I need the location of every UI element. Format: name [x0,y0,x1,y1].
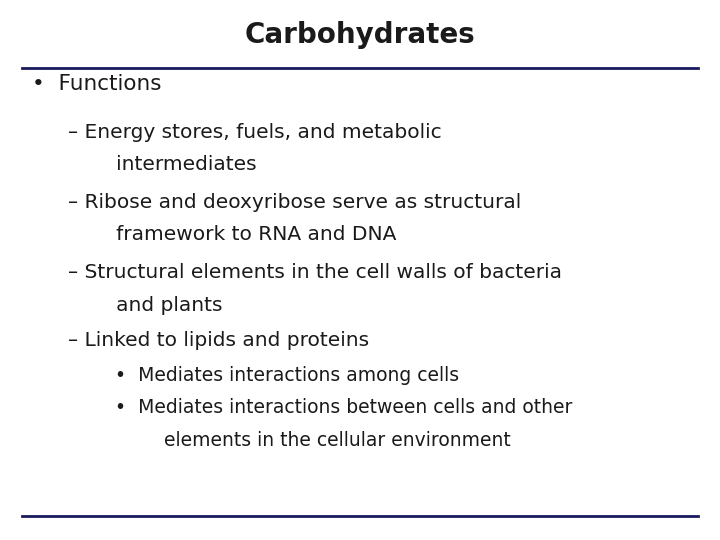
Text: elements in the cellular environment: elements in the cellular environment [140,430,511,450]
Text: – Linked to lipids and proteins: – Linked to lipids and proteins [68,330,369,350]
Text: framework to RNA and DNA: framework to RNA and DNA [97,225,397,245]
Text: •  Functions: • Functions [32,73,162,94]
Text: •  Mediates interactions between cells and other: • Mediates interactions between cells an… [115,398,572,417]
Text: Carbohydrates: Carbohydrates [245,21,475,49]
Text: and plants: and plants [97,295,222,315]
Text: •  Mediates interactions among cells: • Mediates interactions among cells [115,366,459,385]
Text: intermediates: intermediates [97,155,257,174]
Text: – Energy stores, fuels, and metabolic: – Energy stores, fuels, and metabolic [68,123,442,142]
Text: – Ribose and deoxyribose serve as structural: – Ribose and deoxyribose serve as struct… [68,193,522,212]
Text: – Structural elements in the cell walls of bacteria: – Structural elements in the cell walls … [68,263,562,282]
